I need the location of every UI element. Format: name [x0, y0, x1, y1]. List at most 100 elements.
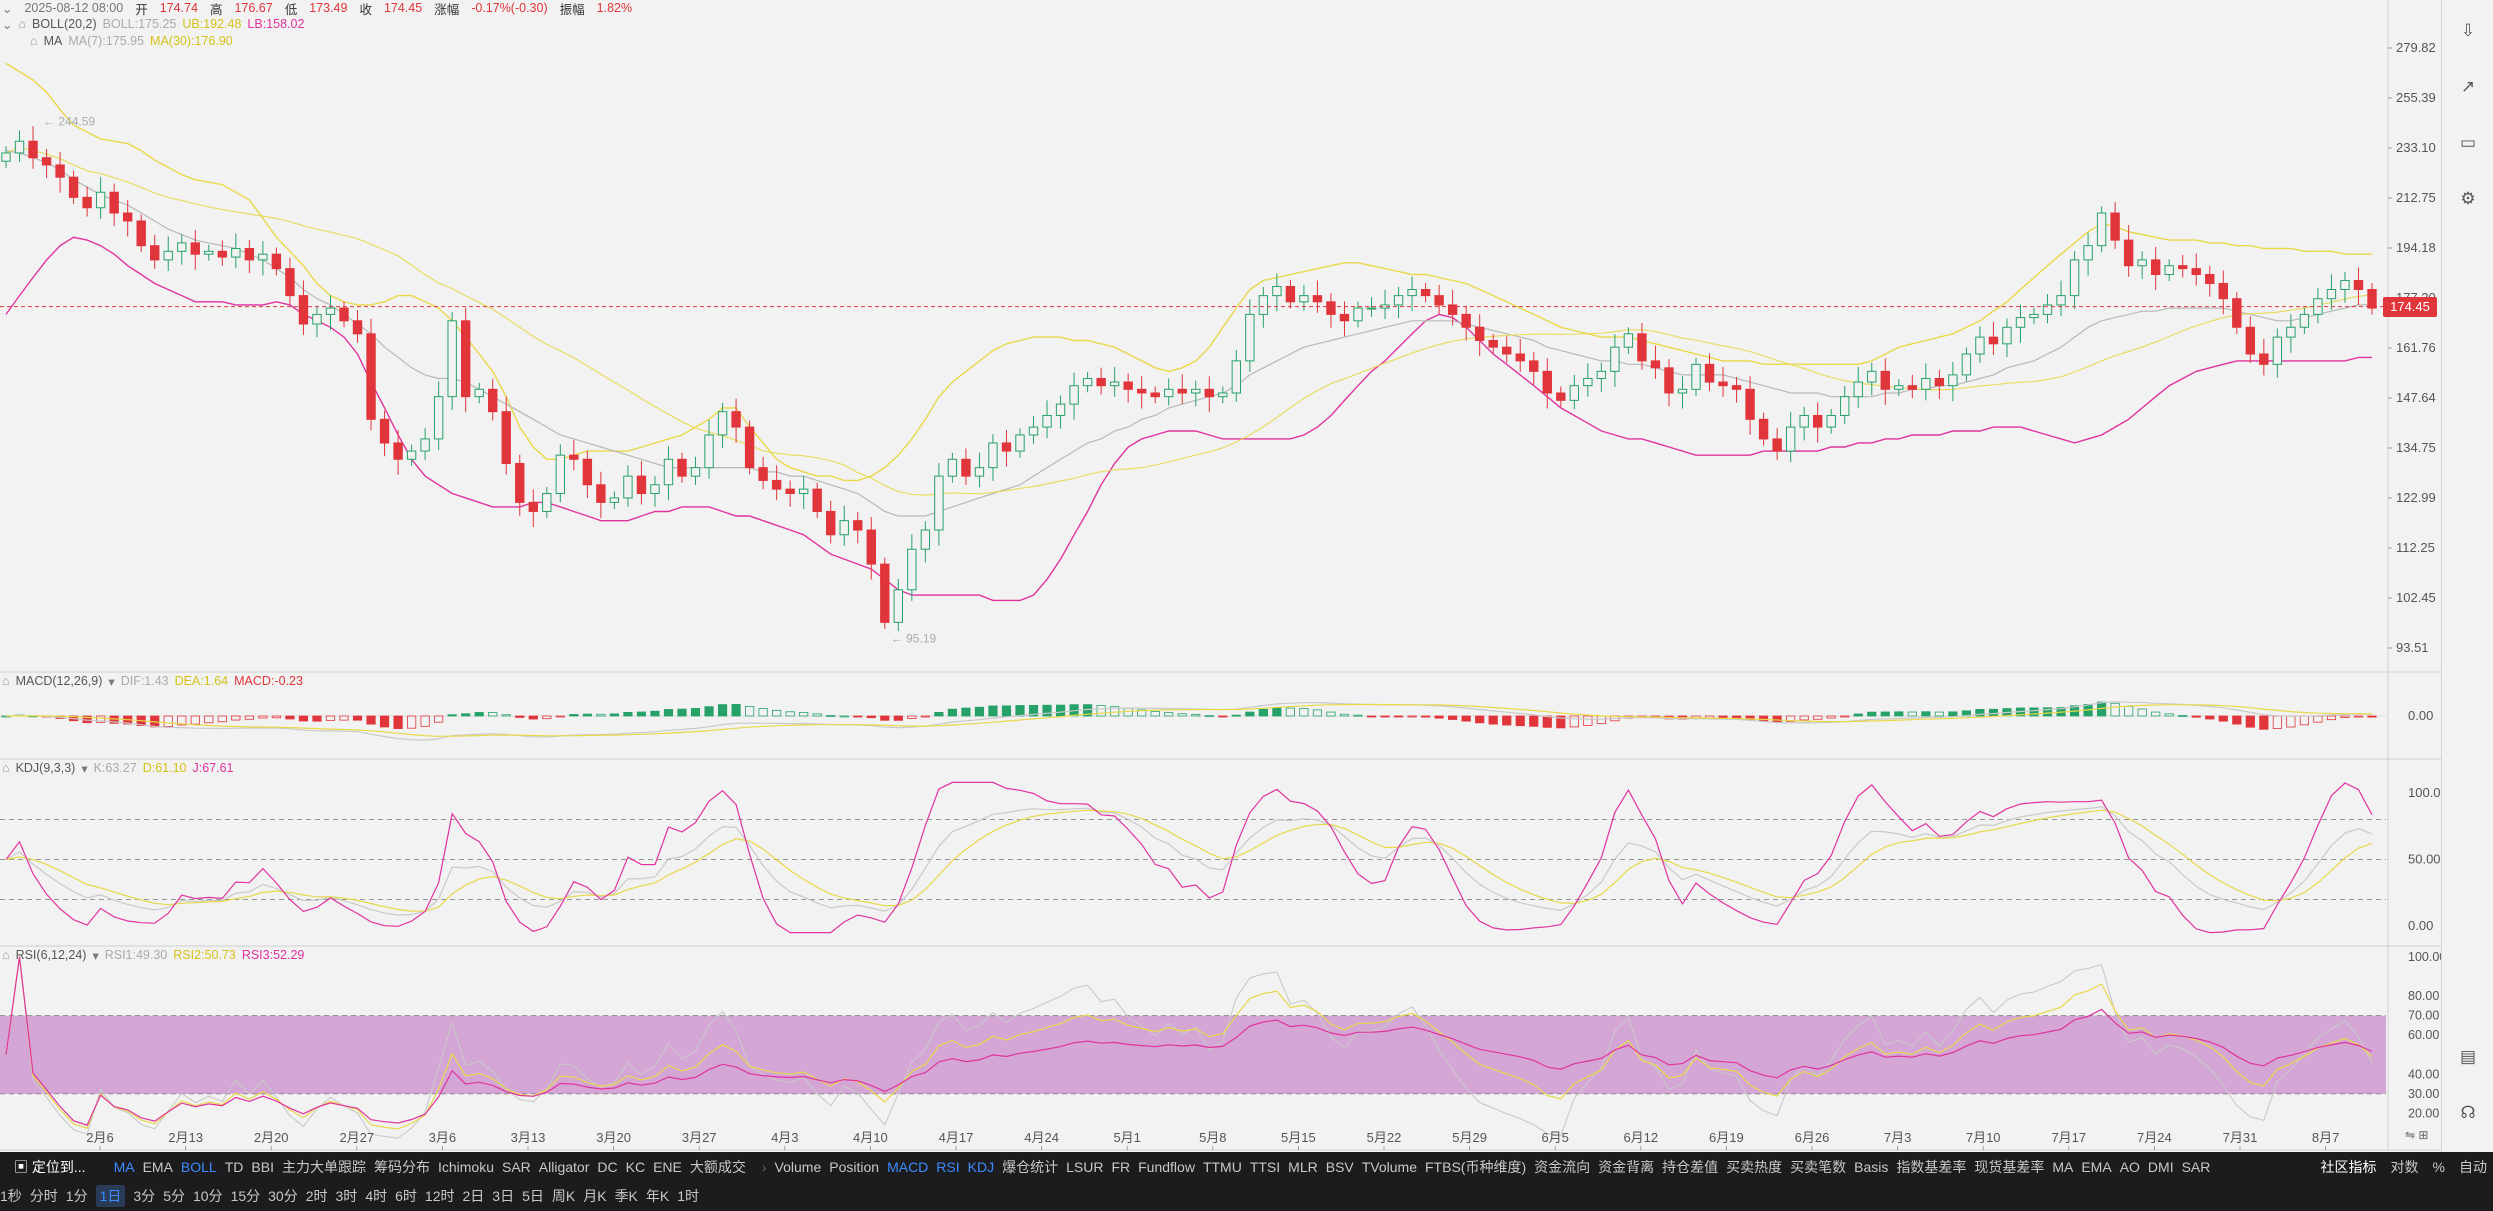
main-indicator-11[interactable]: KC	[625, 1159, 646, 1175]
timeframe-1[interactable]: 分时	[29, 1188, 58, 1204]
sub-indicator-20[interactable]: Basis	[1854, 1159, 1889, 1175]
sub-indicator-10[interactable]: TTSI	[1249, 1159, 1281, 1175]
sub-indicator-8[interactable]: Fundflow	[1138, 1159, 1195, 1175]
indicator-icon[interactable]: ↗	[2460, 77, 2476, 96]
sub-indicator-24[interactable]: EMA	[2081, 1159, 2112, 1175]
sub-indicator-18[interactable]: 买卖热度	[1726, 1159, 1783, 1175]
macd-bar	[447, 714, 457, 717]
main-indicator-6[interactable]: 筹码分布	[373, 1159, 430, 1175]
lock-icon[interactable]: ⌂	[2, 674, 10, 688]
sub-indicator-27[interactable]: SAR	[2181, 1159, 2211, 1175]
sub-indicator-17[interactable]: 持仓差值	[1662, 1159, 1719, 1175]
layout-icon[interactable]: ▤	[2459, 1047, 2477, 1066]
main-indicator-0[interactable]: MA	[113, 1159, 135, 1175]
dropdown-icon[interactable]: ▾	[92, 948, 99, 963]
main-indicator-13[interactable]: 大额成交	[689, 1159, 746, 1175]
timeframe-10[interactable]: 3时	[335, 1188, 358, 1204]
sub-indicator-13[interactable]: TVolume	[1361, 1159, 1417, 1175]
axis-corner-icons[interactable]: ⇋ ⊞	[2405, 1128, 2429, 1142]
lock-icon[interactable]: ⌂	[18, 17, 27, 31]
timeframe-15[interactable]: 3日	[492, 1188, 515, 1204]
main-indicator-12[interactable]: ENE	[653, 1159, 682, 1175]
sub-indicator-14[interactable]: FTBS(币种维度)	[1425, 1159, 1527, 1175]
main-indicator-7[interactable]: Ichimoku	[437, 1159, 494, 1175]
timeframe-9[interactable]: 2时	[305, 1188, 328, 1204]
timeframe-7[interactable]: 15分	[230, 1188, 261, 1204]
sub-indicator-3[interactable]: RSI	[936, 1159, 960, 1175]
sub-indicator-5[interactable]: 爆仓统计	[1002, 1159, 1059, 1175]
option-3[interactable]: 自动	[2459, 1159, 2487, 1175]
timeframe-21[interactable]: 1时	[677, 1188, 700, 1204]
lock-icon[interactable]: ⌂	[2, 948, 10, 962]
export-icon[interactable]: ⇩	[2460, 21, 2476, 40]
main-indicator-1[interactable]: EMA	[142, 1159, 173, 1175]
timeframe-13[interactable]: 12时	[424, 1188, 455, 1204]
main-indicator-10[interactable]: DC	[597, 1159, 618, 1175]
sub-indicator-7[interactable]: FR	[1111, 1159, 1131, 1175]
sub-indicator-15[interactable]: 资金流向	[1534, 1159, 1591, 1175]
boll-name[interactable]: BOLL(20,2)	[32, 17, 97, 31]
sub-indicator-12[interactable]: BSV	[1325, 1159, 1354, 1175]
main-indicator-5[interactable]: 主力大单跟踪	[281, 1159, 366, 1175]
sub-indicator-26[interactable]: DMI	[2147, 1159, 2174, 1175]
support-icon[interactable]: ☊	[2460, 1103, 2476, 1122]
lock-icon[interactable]: ⌂	[2, 761, 10, 775]
ohlc-open-label: 开	[135, 2, 148, 17]
timeframe-6[interactable]: 10分	[192, 1188, 223, 1204]
timeframe-14[interactable]: 2日	[462, 1188, 485, 1204]
rsi-name[interactable]: RSI(6,12,24)	[15, 948, 87, 962]
sub-indicator-19[interactable]: 买卖笔数	[1790, 1159, 1847, 1175]
timeframe-11[interactable]: 4时	[365, 1188, 388, 1204]
x-tick-label: 5月8	[1199, 1130, 1226, 1145]
dropdown-icon[interactable]: ▾	[108, 674, 115, 689]
main-indicator-2[interactable]: BOLL	[180, 1159, 217, 1175]
sub-indicator-9[interactable]: TTMU	[1202, 1159, 1242, 1175]
lock-icon[interactable]: ⌂	[30, 34, 38, 48]
candle-down	[68, 176, 79, 198]
candle-down	[2232, 298, 2242, 328]
ma-name[interactable]: MA	[43, 34, 63, 48]
timeframe-2[interactable]: 1分	[65, 1188, 88, 1204]
sub-indicator-25[interactable]: AO	[2119, 1159, 2140, 1175]
timeframe-5[interactable]: 5分	[163, 1188, 185, 1204]
collapse-icon[interactable]: ⌄	[2, 1, 13, 16]
timeframe-8[interactable]: 30分	[268, 1188, 298, 1204]
screen-icon[interactable]: ▭	[2459, 133, 2477, 152]
sub-indicator-11[interactable]: MLR	[1288, 1159, 1318, 1175]
sub-indicator-6[interactable]: LSUR	[1066, 1159, 1104, 1175]
main-indicator-8[interactable]: SAR	[502, 1159, 531, 1175]
macd-bar	[1150, 711, 1160, 717]
timeframe-18[interactable]: 月K	[583, 1188, 607, 1204]
option-0[interactable]: 社区指标	[2320, 1159, 2377, 1175]
kdj-name[interactable]: KDJ(9,3,3)	[15, 761, 76, 775]
timeframe-20[interactable]: 年K	[645, 1188, 670, 1204]
main-indicator-9[interactable]: Alligator	[538, 1159, 590, 1175]
locate-button[interactable]: ▣ 定位到...	[14, 1159, 86, 1175]
option-1[interactable]: 对数	[2390, 1159, 2419, 1175]
dropdown-icon[interactable]: ▾	[81, 761, 88, 776]
sub-indicator-23[interactable]: MA	[2052, 1159, 2074, 1175]
sub-indicator-0[interactable]: Volume	[774, 1159, 822, 1175]
timeframe-0[interactable]: 1秒	[0, 1188, 22, 1204]
sub-indicator-22[interactable]: 现货基差率	[1974, 1159, 2045, 1175]
timeframe-16[interactable]: 5日	[522, 1188, 544, 1204]
timeframe-12[interactable]: 6时	[395, 1188, 417, 1204]
sub-indicator-2[interactable]: MACD	[887, 1159, 929, 1175]
timeframe-17[interactable]: 周K	[551, 1188, 576, 1204]
collapse-icon[interactable]: ⌄	[2, 17, 13, 32]
option-2[interactable]: %	[2432, 1159, 2445, 1175]
ma7-value: MA(7):175.95	[68, 34, 145, 48]
settings-icon[interactable]: ⚙	[2460, 189, 2476, 208]
main-indicator-3[interactable]: TD	[224, 1159, 244, 1175]
sub-indicator-21[interactable]: 指数基差率	[1896, 1159, 1967, 1175]
sub-indicator-4[interactable]: KDJ	[967, 1159, 995, 1175]
timeframe-3[interactable]: 1日	[95, 1185, 126, 1207]
sub-indicator-1[interactable]: Position	[829, 1159, 880, 1175]
chart-canvas[interactable]: 279.82255.39233.10212.75194.18177.20161.…	[0, 0, 2441, 1152]
sub-indicator-16[interactable]: 资金背离	[1598, 1159, 1655, 1175]
main-indicator-4[interactable]: BBI	[251, 1159, 274, 1175]
timeframe-19[interactable]: 季K	[614, 1188, 638, 1204]
macd-name[interactable]: MACD(12,26,9)	[15, 674, 103, 688]
timeframe-4[interactable]: 3分	[133, 1188, 156, 1204]
candle-down	[1542, 370, 1552, 394]
